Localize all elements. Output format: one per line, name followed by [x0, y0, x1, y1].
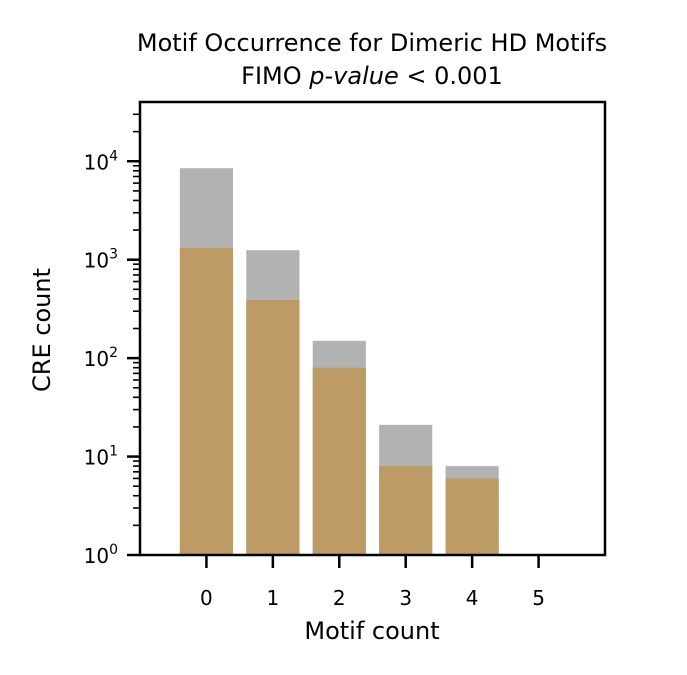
bar-series-1-3: [379, 466, 433, 555]
y-tick-label: 100: [84, 542, 118, 568]
y-tick-label-exponent: 1: [109, 444, 118, 460]
y-tick-label-exponent: 2: [109, 345, 118, 361]
y-axis-label: CRE count: [28, 268, 56, 392]
bar-series-1-4: [445, 478, 499, 555]
y-tick-label-exponent: 4: [109, 148, 118, 164]
subtitle-prefix: FIMO: [241, 62, 301, 90]
y-tick-label-base: 10: [84, 150, 109, 174]
bar-series-1-2: [312, 367, 366, 555]
chart-subtitle-line: FIMO p-value < 0.001: [241, 62, 503, 90]
x-axis-ticks: 0 1 2 3 4 5: [200, 555, 545, 610]
chart-title: Motif Occurrence for Dimeric HD Motifs F…: [137, 29, 607, 90]
x-tick-label: 5: [532, 586, 545, 610]
y-tick-label: 102: [84, 345, 118, 371]
x-tick-label: 4: [466, 586, 479, 610]
y-tick-label: 101: [84, 444, 118, 470]
y-tick-label-base: 10: [84, 544, 109, 568]
y-tick-label-base: 10: [84, 347, 109, 371]
subtitle-suffix: < 0.001: [406, 62, 502, 90]
chart-title-line: Motif Occurrence for Dimeric HD Motifs: [137, 29, 607, 57]
x-tick-label: 3: [399, 586, 412, 610]
x-tick-label: 0: [200, 586, 213, 610]
y-tick-label-base: 10: [84, 446, 109, 470]
bars-layer: [179, 168, 499, 555]
y-tick-label-exponent: 0: [109, 542, 118, 558]
y-tick-label: 104: [84, 148, 118, 174]
subtitle-italic: p-value: [308, 62, 398, 90]
y-tick-label: 103: [84, 247, 118, 273]
bar-series-1-1: [246, 299, 300, 555]
y-tick-label-exponent: 3: [109, 247, 118, 263]
plot-frame: [138, 100, 607, 557]
x-tick-label: 1: [266, 586, 279, 610]
bar-series-1-0: [179, 247, 233, 555]
x-tick-label: 2: [333, 586, 346, 610]
x-axis-label: Motif count: [304, 617, 439, 645]
y-tick-label-base: 10: [84, 249, 109, 273]
